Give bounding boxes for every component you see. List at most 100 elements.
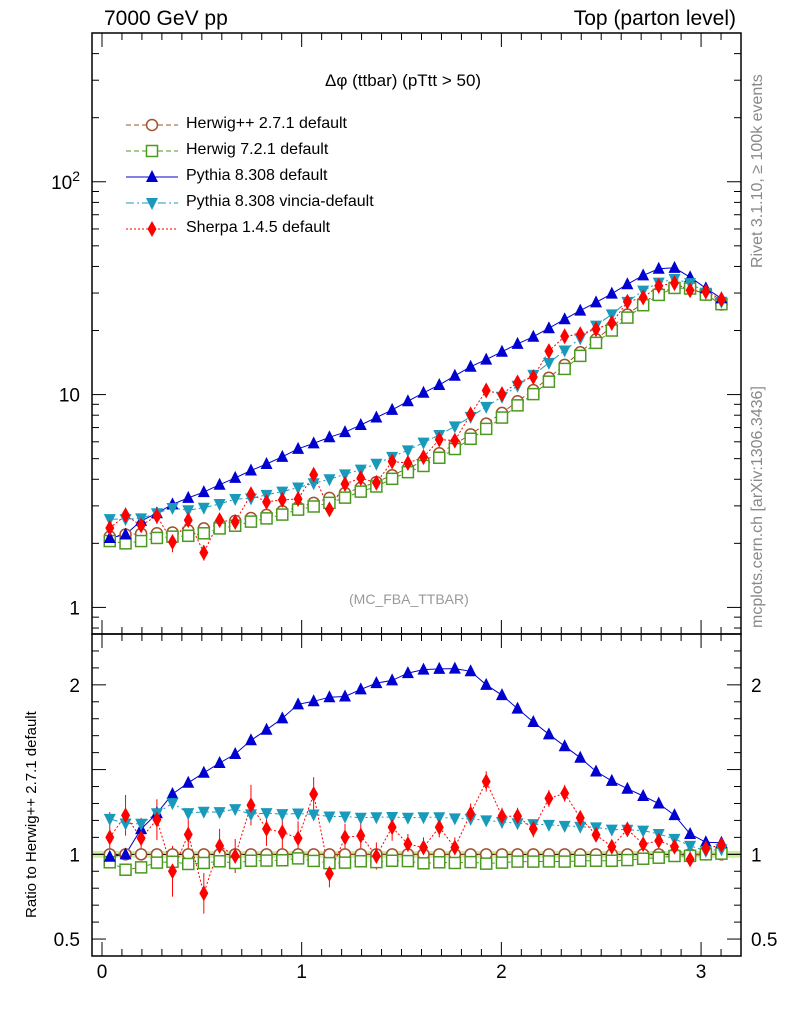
point-sherpa [167,533,177,550]
ratio-point-pythia [495,688,508,701]
ratio-point-sherpa [450,839,460,856]
point-vincia [542,357,555,370]
mcplots-credit-label: mcplots.cern.ch [arXiv:1306.3436] [749,386,766,628]
point-pythia [652,261,665,274]
ratio-point-herwig7 [354,855,368,868]
ratio-point-herwigpp [134,848,148,861]
ratio-point-pythia [448,661,461,674]
point-herwig7 [182,529,195,543]
point-pythia [448,368,461,381]
energy-label: 7000 GeV pp [104,7,228,30]
ratio-point-sherpa [685,851,695,868]
point-vincia [323,474,336,487]
ratio-point-sherpa [701,840,711,857]
ratio-point-sherpa [167,863,177,880]
point-sherpa [418,449,428,466]
ratio-point-sherpa [544,790,554,807]
point-pythia [668,260,681,273]
ratio-point-vincia [103,813,116,826]
ratio-point-pythia [464,664,477,677]
y-tick-label-ratio-right: 1 [751,845,762,866]
legend-label-herwigpp: Herwig++ 2.7.1 default [186,115,347,132]
point-herwig7 [307,500,320,513]
ratio-line-pythia [109,668,722,858]
point-sherpa [387,453,397,470]
ratio-point-vincia [119,818,132,831]
ratio-point-sherpa [246,797,256,814]
ratio-point-pythia [213,755,226,768]
ratio-point-vincia [558,820,571,833]
ratio-point-herwig7 [479,857,493,870]
point-pythia [276,449,289,462]
ratio-point-pythia [103,849,116,862]
ratio-point-herwig7 [448,856,462,870]
ratio-point-vincia [605,824,618,837]
point-vincia [558,345,571,358]
ratio-point-vincia [182,808,195,821]
point-herwig7 [433,451,446,464]
ratio-point-vincia [292,808,305,821]
point-herwig7 [338,491,352,504]
legend-marker-herwigpp [145,118,159,132]
ratio-point-herwig7 [150,856,164,869]
ratio-point-pythia [276,711,289,724]
point-pythia [323,430,336,443]
ratio-point-pythia [527,714,540,727]
rivet-version-label: Rivet 3.1.10, ≥ 100k events [749,74,766,268]
point-herwig7 [276,508,289,521]
point-herwig7 [479,422,493,436]
ratio-point-sherpa [513,808,523,825]
legend-marker-vincia [146,198,158,210]
ratio-point-sherpa [371,848,381,865]
ratio-point-herwig7 [291,852,305,865]
x-tick-label: 1 [296,962,307,983]
y-tick-label-main: 1 [69,598,80,619]
point-herwig7 [511,399,524,412]
ratio-point-pythia [480,677,493,690]
point-sherpa [716,291,726,308]
ratio-point-pythia [386,673,399,686]
ratio-point-vincia [574,821,587,834]
point-pythia [464,359,477,372]
point-pythia [213,477,226,490]
ratio-point-sherpa [293,830,303,847]
ratio-point-pythia [574,750,587,763]
chart-title: Δφ (ttbar) (pTtt > 50) [325,71,482,90]
point-sherpa [670,275,680,292]
ratio-point-sherpa [638,836,648,853]
point-sherpa [121,507,131,524]
ratio-point-pythia [684,826,697,839]
y-tick-label-ratio-right: 0.5 [751,930,777,951]
ratio-point-sherpa [387,819,397,836]
markers-layer [103,260,728,902]
ratio-point-sherpa [481,773,491,790]
ratio-point-pythia [417,662,430,675]
ratio-point-herwig7 [589,854,603,868]
ratio-point-herwig7 [244,854,258,868]
ratio-point-vincia [401,812,414,825]
ratio-point-pythia [590,764,603,777]
ratio-point-herwig7 [605,854,619,868]
point-herwig7 [385,472,399,486]
ratio-point-pythia [229,746,242,759]
ratio-point-pythia [197,765,210,778]
point-herwig7 [621,311,634,324]
ratio-point-vincia [135,818,148,831]
ratio-point-vincia [370,812,383,825]
point-herwig7 [354,485,368,498]
point-pythia [307,436,320,449]
ratio-point-vincia [229,804,242,817]
point-sherpa [513,374,523,391]
ratio-point-sherpa [121,807,131,824]
point-herwig7 [197,527,211,540]
ratio-point-pythia [182,775,195,788]
ratio-point-pythia [605,773,618,786]
point-vincia [166,503,179,516]
ratio-point-vincia [480,815,493,828]
ratio-point-pythia [339,689,352,702]
ratio-point-sherpa [403,836,413,853]
ratio-point-sherpa [528,820,538,837]
point-herwig7 [573,349,587,363]
point-sherpa [356,470,366,487]
